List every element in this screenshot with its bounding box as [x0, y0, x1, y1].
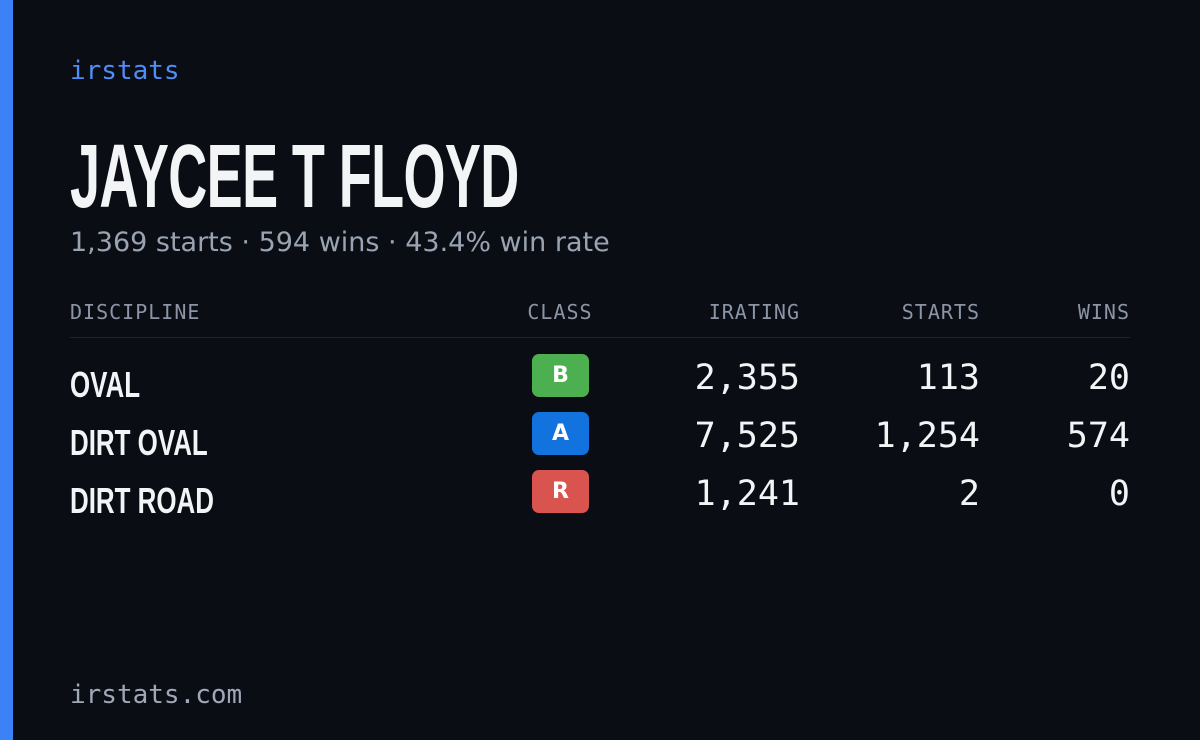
- discipline: OVAL: [70, 364, 141, 405]
- starts: 113: [916, 358, 980, 398]
- column-header: IRATING: [708, 300, 800, 324]
- column-header: WINS: [1077, 300, 1130, 324]
- irating: 2,355: [694, 358, 800, 398]
- wins: 0: [1108, 474, 1130, 514]
- column-header: STARTS: [901, 300, 980, 324]
- accent-bar: [0, 0, 13, 740]
- wins: 20: [1087, 358, 1130, 398]
- footer: irstats.com: [70, 680, 243, 710]
- irating: 1,241: [694, 474, 800, 514]
- starts: 2: [958, 474, 980, 514]
- starts: 1,254: [874, 416, 980, 456]
- header-divider: [70, 337, 1130, 338]
- class-badge: R: [532, 470, 589, 513]
- discipline: DIRT ROAD: [70, 480, 214, 521]
- irating: 7,525: [694, 416, 800, 456]
- wins: 574: [1066, 416, 1130, 456]
- brand: irstats: [70, 56, 180, 86]
- discipline: DIRT OVAL: [70, 422, 208, 463]
- class-badge: A: [532, 412, 589, 455]
- column-header: DISCIPLINE: [70, 300, 201, 324]
- class-badge: B: [532, 354, 589, 397]
- driver-summary: 1,369 starts · 594 wins · 43.4% win rate: [70, 227, 610, 258]
- driver-name: JAYCEE T FLOYD: [70, 127, 519, 227]
- column-header: CLASS: [527, 300, 593, 324]
